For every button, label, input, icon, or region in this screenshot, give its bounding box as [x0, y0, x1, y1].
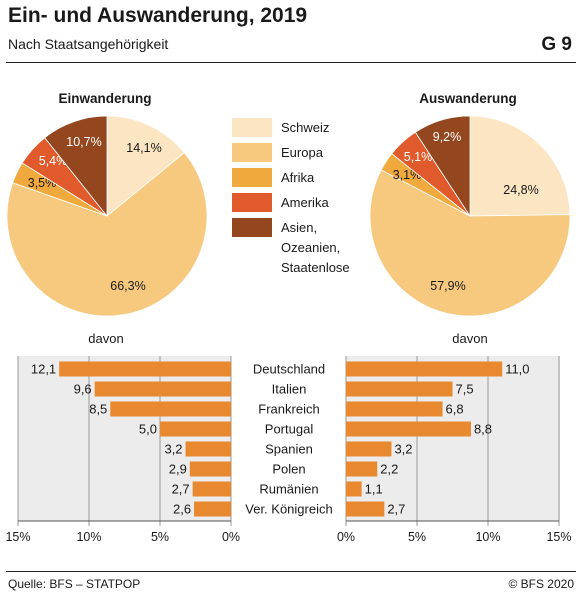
right-tick-label-10: 10% [475, 530, 500, 544]
auswanderung-pie-label-asien: 9,2% [433, 130, 462, 144]
left-bar-frankreich [110, 401, 231, 417]
category-label-frankreich: Frankreich [258, 402, 319, 417]
right-bar-value-italien: 7,5 [456, 382, 474, 397]
category-label-deutschland: Deutschland [253, 362, 325, 377]
right-bar-italien [346, 381, 453, 397]
category-label-rumänien: Rumänien [259, 482, 318, 497]
legend-swatch-schweiz [232, 118, 272, 137]
right-bar-value-polen: 2,2 [380, 462, 398, 477]
legend-label-afrika: Afrika [281, 170, 315, 185]
left-caption: davon [88, 331, 123, 346]
right-bar-ver-königreich [346, 501, 385, 517]
right-bar-deutschland [346, 361, 503, 377]
right-bar-value-rumänien: 1,1 [365, 482, 383, 497]
einwanderung-pie-label-asien: 10,7% [66, 135, 101, 149]
legend-label-amerika: Amerika [281, 195, 329, 210]
right-bar-frankreich [346, 401, 443, 417]
right-bar-portugal [346, 421, 471, 437]
left-bar-value-ver-königreich: 2,6 [173, 502, 191, 517]
right-bar-rumänien [346, 481, 362, 497]
left-bar-spanien [185, 441, 231, 457]
einwanderung-pie-slice-schweiz [106, 115, 186, 217]
auswanderung-pie-slice-asien [414, 115, 471, 218]
left-bar-value-spanien: 3,2 [164, 442, 182, 457]
einwanderung-pie-label-schweiz: 14,1% [126, 141, 161, 155]
header-rule [6, 62, 576, 63]
left-tick-label-5: 5% [151, 530, 169, 544]
left-bar-value-frankreich: 8,5 [89, 402, 107, 417]
auswanderung-pie-label-amerika: 5,1% [404, 150, 433, 164]
legend-label-asien: Asien, Ozeanien, Staatenlose [281, 220, 350, 275]
right-caption: davon [452, 331, 487, 346]
left-bar-ver-königreich [194, 501, 231, 517]
left-tick-label-15: 15% [5, 530, 30, 544]
right-bar-polen [346, 461, 378, 477]
left-bar-value-polen: 2,9 [169, 462, 187, 477]
left-bar-portugal [160, 421, 231, 437]
category-label-spanien: Spanien [265, 442, 313, 457]
auswanderung-pie-label-schweiz: 24,8% [503, 183, 538, 197]
right-bar-value-ver-königreich: 2,7 [387, 502, 405, 517]
right-bar-value-frankreich: 6,8 [446, 402, 464, 417]
einwanderung-pie-title: Einwanderung [58, 91, 151, 106]
category-label-polen: Polen [272, 462, 305, 477]
legend-label-schweiz: Schweiz [281, 120, 329, 135]
right-tick-label-5: 5% [408, 530, 426, 544]
legend-swatch-europa [232, 143, 272, 162]
left-tick-label-0: 0% [222, 530, 240, 544]
auswanderung-pie-title: Auswanderung [419, 91, 517, 106]
footer-copyright: © BFS 2020 [508, 577, 574, 591]
auswanderung-pie-label-europa: 57,9% [430, 279, 465, 293]
einwanderung-pie-label-europa: 66,3% [110, 279, 145, 293]
left-bar-value-rumänien: 2,7 [172, 482, 190, 497]
legend-swatch-amerika [232, 193, 272, 212]
legend-label-europa: Europa [281, 145, 324, 160]
left-bar-deutschland [59, 361, 232, 377]
figure-code: G 9 [541, 34, 572, 55]
category-label-ver-königreich: Ver. Königreich [245, 502, 332, 517]
right-bar-value-deutschland: 11,0 [505, 362, 529, 377]
legend-swatch-asien [232, 218, 272, 237]
right-bar-value-spanien: 3,2 [394, 442, 412, 457]
footer-source: Quelle: BFS – STATPOP [8, 577, 141, 591]
right-bar-spanien [346, 441, 392, 457]
right-bar-value-portugal: 8,8 [474, 422, 492, 437]
right-tick-label-15: 15% [546, 530, 571, 544]
right-tick-label-0: 0% [337, 530, 355, 544]
page-title: Ein- und Auswanderung, 2019 [8, 4, 308, 27]
left-bar-rumänien [192, 481, 231, 497]
left-bar-value-deutschland: 12,1 [31, 362, 56, 377]
left-tick-label-10: 10% [76, 530, 101, 544]
auswanderung-pie-slice-europa [369, 169, 571, 317]
page-subtitle: Nach Staatsangehörigkeit [8, 36, 169, 52]
footer-rule [6, 571, 576, 572]
left-bar-italien [94, 381, 232, 397]
einwanderung-pie-slice-europa [6, 152, 208, 317]
left-bar-polen [189, 461, 231, 477]
category-label-portugal: Portugal [265, 422, 314, 437]
einwanderung-pie-slice-asien [44, 115, 108, 218]
left-bar-value-italien: 9,6 [74, 382, 92, 397]
legend-swatch-afrika [232, 168, 272, 187]
auswanderung-pie-slice-schweiz [469, 115, 571, 217]
category-label-italien: Italien [272, 382, 307, 397]
left-bar-value-portugal: 5,0 [139, 422, 157, 437]
